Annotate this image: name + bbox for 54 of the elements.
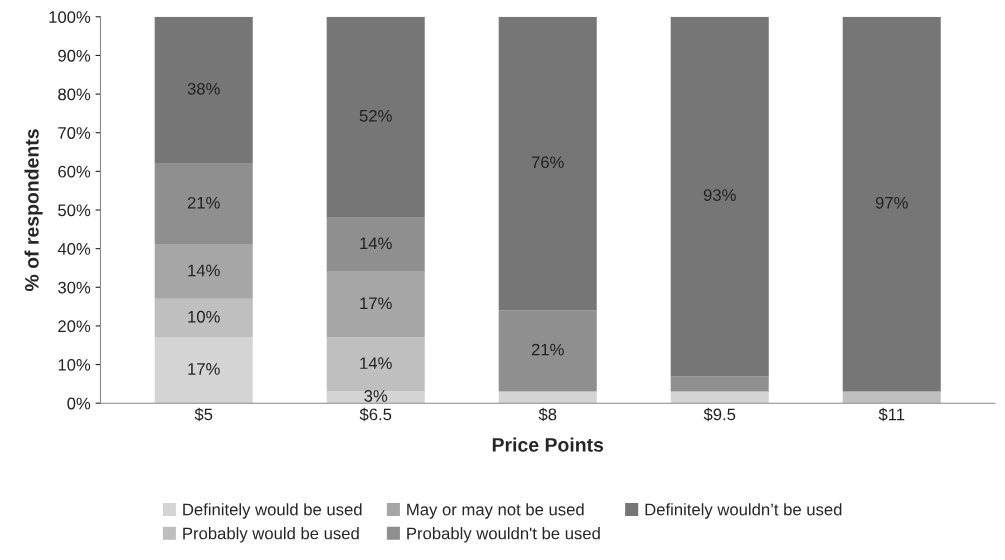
y-tick-label: 60%: [58, 165, 91, 178]
x-tick-label: $11: [878, 407, 905, 422]
data-label: 21%: [187, 196, 220, 209]
legend-label: Definitely wouldn’t be used: [645, 503, 842, 519]
data-label: 14%: [188, 264, 220, 277]
bar: [498, 391, 597, 404]
bar: [154, 337, 253, 404]
data-label: 93%: [703, 189, 736, 201]
data-label: 10%: [188, 310, 220, 323]
bar: [326, 217, 425, 272]
y-tick-label: 100%: [49, 11, 91, 23]
x-tick-label: $5: [194, 407, 213, 422]
y-tick-label: 40%: [57, 243, 91, 255]
x-tick-label: $8: [538, 407, 557, 422]
data-label: 76%: [531, 156, 564, 169]
data-label: 97%: [875, 196, 908, 209]
legend-label: May or may not be used: [407, 503, 584, 519]
bar: [842, 16, 941, 392]
bar: [670, 16, 769, 377]
x-tick-label: $6.5: [359, 407, 392, 422]
bar: [670, 376, 769, 392]
y-tick-label: 80%: [58, 88, 91, 101]
y-tick-label: 70%: [58, 127, 91, 139]
bar: [154, 163, 253, 245]
data-label: 3%: [364, 390, 388, 402]
legend-label: Definitely would be used: [183, 503, 362, 519]
y-tick-label: 50%: [58, 204, 91, 217]
data-label: 21%: [531, 343, 564, 356]
data-label: 14%: [360, 357, 392, 369]
legend-label: Probably wouldn't be used: [407, 527, 600, 543]
bar: [326, 271, 425, 338]
data-label: 14%: [360, 237, 392, 250]
legend-label: Probably would be used: [183, 527, 359, 543]
x-tick-label: $9.5: [703, 407, 736, 422]
y-axis-title: % of respondents: [24, 129, 43, 292]
data-label: 17%: [360, 297, 392, 310]
y-tick-label: 30%: [58, 281, 91, 294]
bar: [154, 298, 253, 338]
data-label: 52%: [359, 109, 392, 122]
bar: [498, 16, 597, 311]
bar: [670, 391, 769, 404]
y-tick-label: 90%: [58, 49, 91, 62]
y-tick-label: 0%: [67, 397, 91, 410]
bar: [154, 16, 253, 164]
bar: [842, 391, 941, 404]
data-label: 38%: [187, 82, 220, 95]
y-tick-label: 10%: [58, 358, 91, 371]
bar: [498, 310, 597, 392]
bar: [154, 244, 253, 299]
y-tick-label: 20%: [58, 320, 91, 333]
bar: [326, 337, 425, 392]
bar: [326, 16, 425, 218]
x-axis-title: Price Points: [492, 437, 604, 452]
data-label: 17%: [188, 363, 220, 375]
